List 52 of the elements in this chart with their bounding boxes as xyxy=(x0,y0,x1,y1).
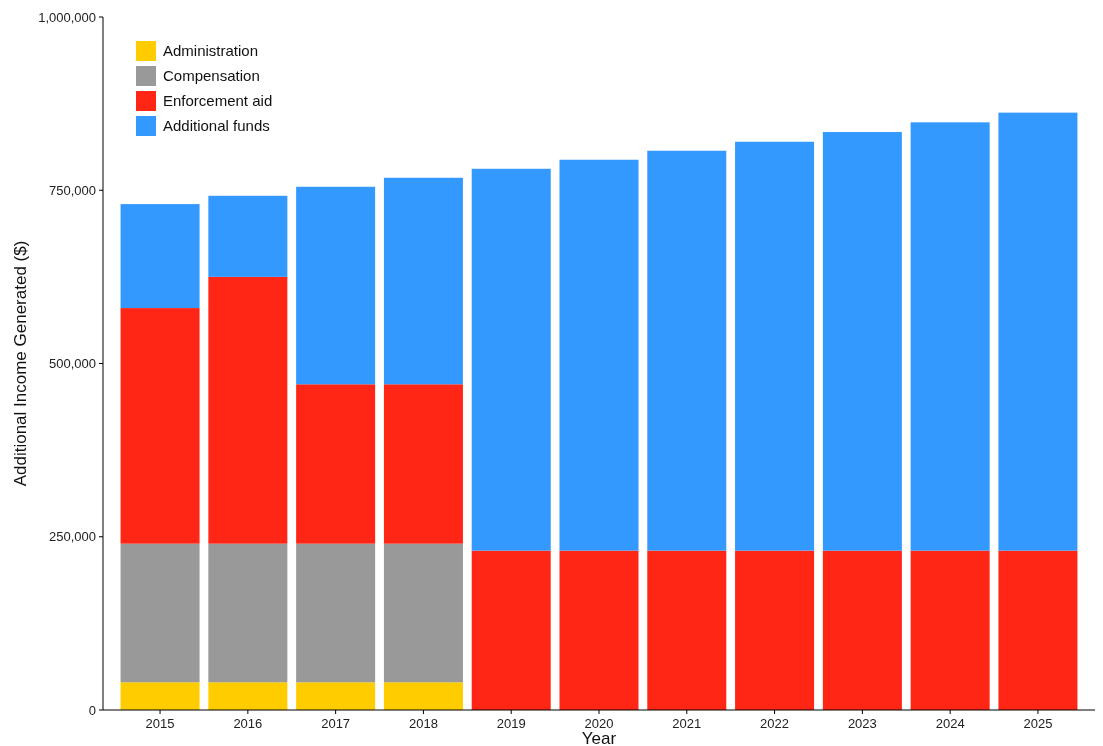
legend-label: Enforcement aid xyxy=(163,92,273,110)
x-tick-label: 2023 xyxy=(847,716,877,731)
legend-label: Additional funds xyxy=(163,117,270,135)
bar xyxy=(910,550,990,710)
bar xyxy=(471,168,551,551)
x-tick-label: 2025 xyxy=(1023,716,1053,731)
x-tick-label: 2022 xyxy=(760,716,790,731)
x-tick-label: 2016 xyxy=(233,716,263,731)
bar xyxy=(120,308,200,544)
legend-label: Compensation xyxy=(163,67,260,85)
x-tick-label: 2018 xyxy=(408,716,438,731)
x-tick-label: 2019 xyxy=(496,716,526,731)
bar xyxy=(735,141,815,551)
bar xyxy=(120,543,200,683)
bar xyxy=(998,112,1078,551)
bar xyxy=(471,550,551,710)
bar xyxy=(208,682,288,710)
bar xyxy=(822,132,902,551)
y-axis-title: Additional Income Generated ($) xyxy=(11,240,30,487)
x-tick-label: 2015 xyxy=(145,716,175,731)
bar xyxy=(208,195,288,277)
y-tick-label: 750,000 xyxy=(49,182,96,198)
bar xyxy=(296,186,376,385)
bar xyxy=(559,159,639,551)
bar xyxy=(735,550,815,710)
bar xyxy=(647,550,727,710)
bar xyxy=(120,204,200,309)
bar xyxy=(383,177,463,385)
x-tick-label: 2021 xyxy=(672,716,702,731)
bar xyxy=(822,550,902,710)
bar xyxy=(120,682,200,710)
bar xyxy=(910,122,990,551)
bar xyxy=(383,682,463,710)
bar xyxy=(296,543,376,683)
bar xyxy=(208,543,288,683)
bar xyxy=(383,384,463,544)
x-tick-label: 2017 xyxy=(321,716,351,731)
bar xyxy=(559,550,639,710)
bar xyxy=(998,550,1078,710)
bar xyxy=(208,276,288,544)
y-tick-label: 250,000 xyxy=(49,529,96,545)
bar xyxy=(296,682,376,710)
legend-label: Administration xyxy=(163,42,259,60)
x-axis-title: Year xyxy=(581,729,617,746)
x-tick-label: 2024 xyxy=(935,716,965,731)
y-tick-label: 1,000,000 xyxy=(38,9,96,25)
y-tick-label: 500,000 xyxy=(49,356,96,372)
bar xyxy=(383,543,463,683)
bar xyxy=(296,384,376,544)
y-tick-label: 0 xyxy=(88,702,96,718)
bar xyxy=(647,150,727,551)
x-tick-label: 2020 xyxy=(584,716,614,731)
